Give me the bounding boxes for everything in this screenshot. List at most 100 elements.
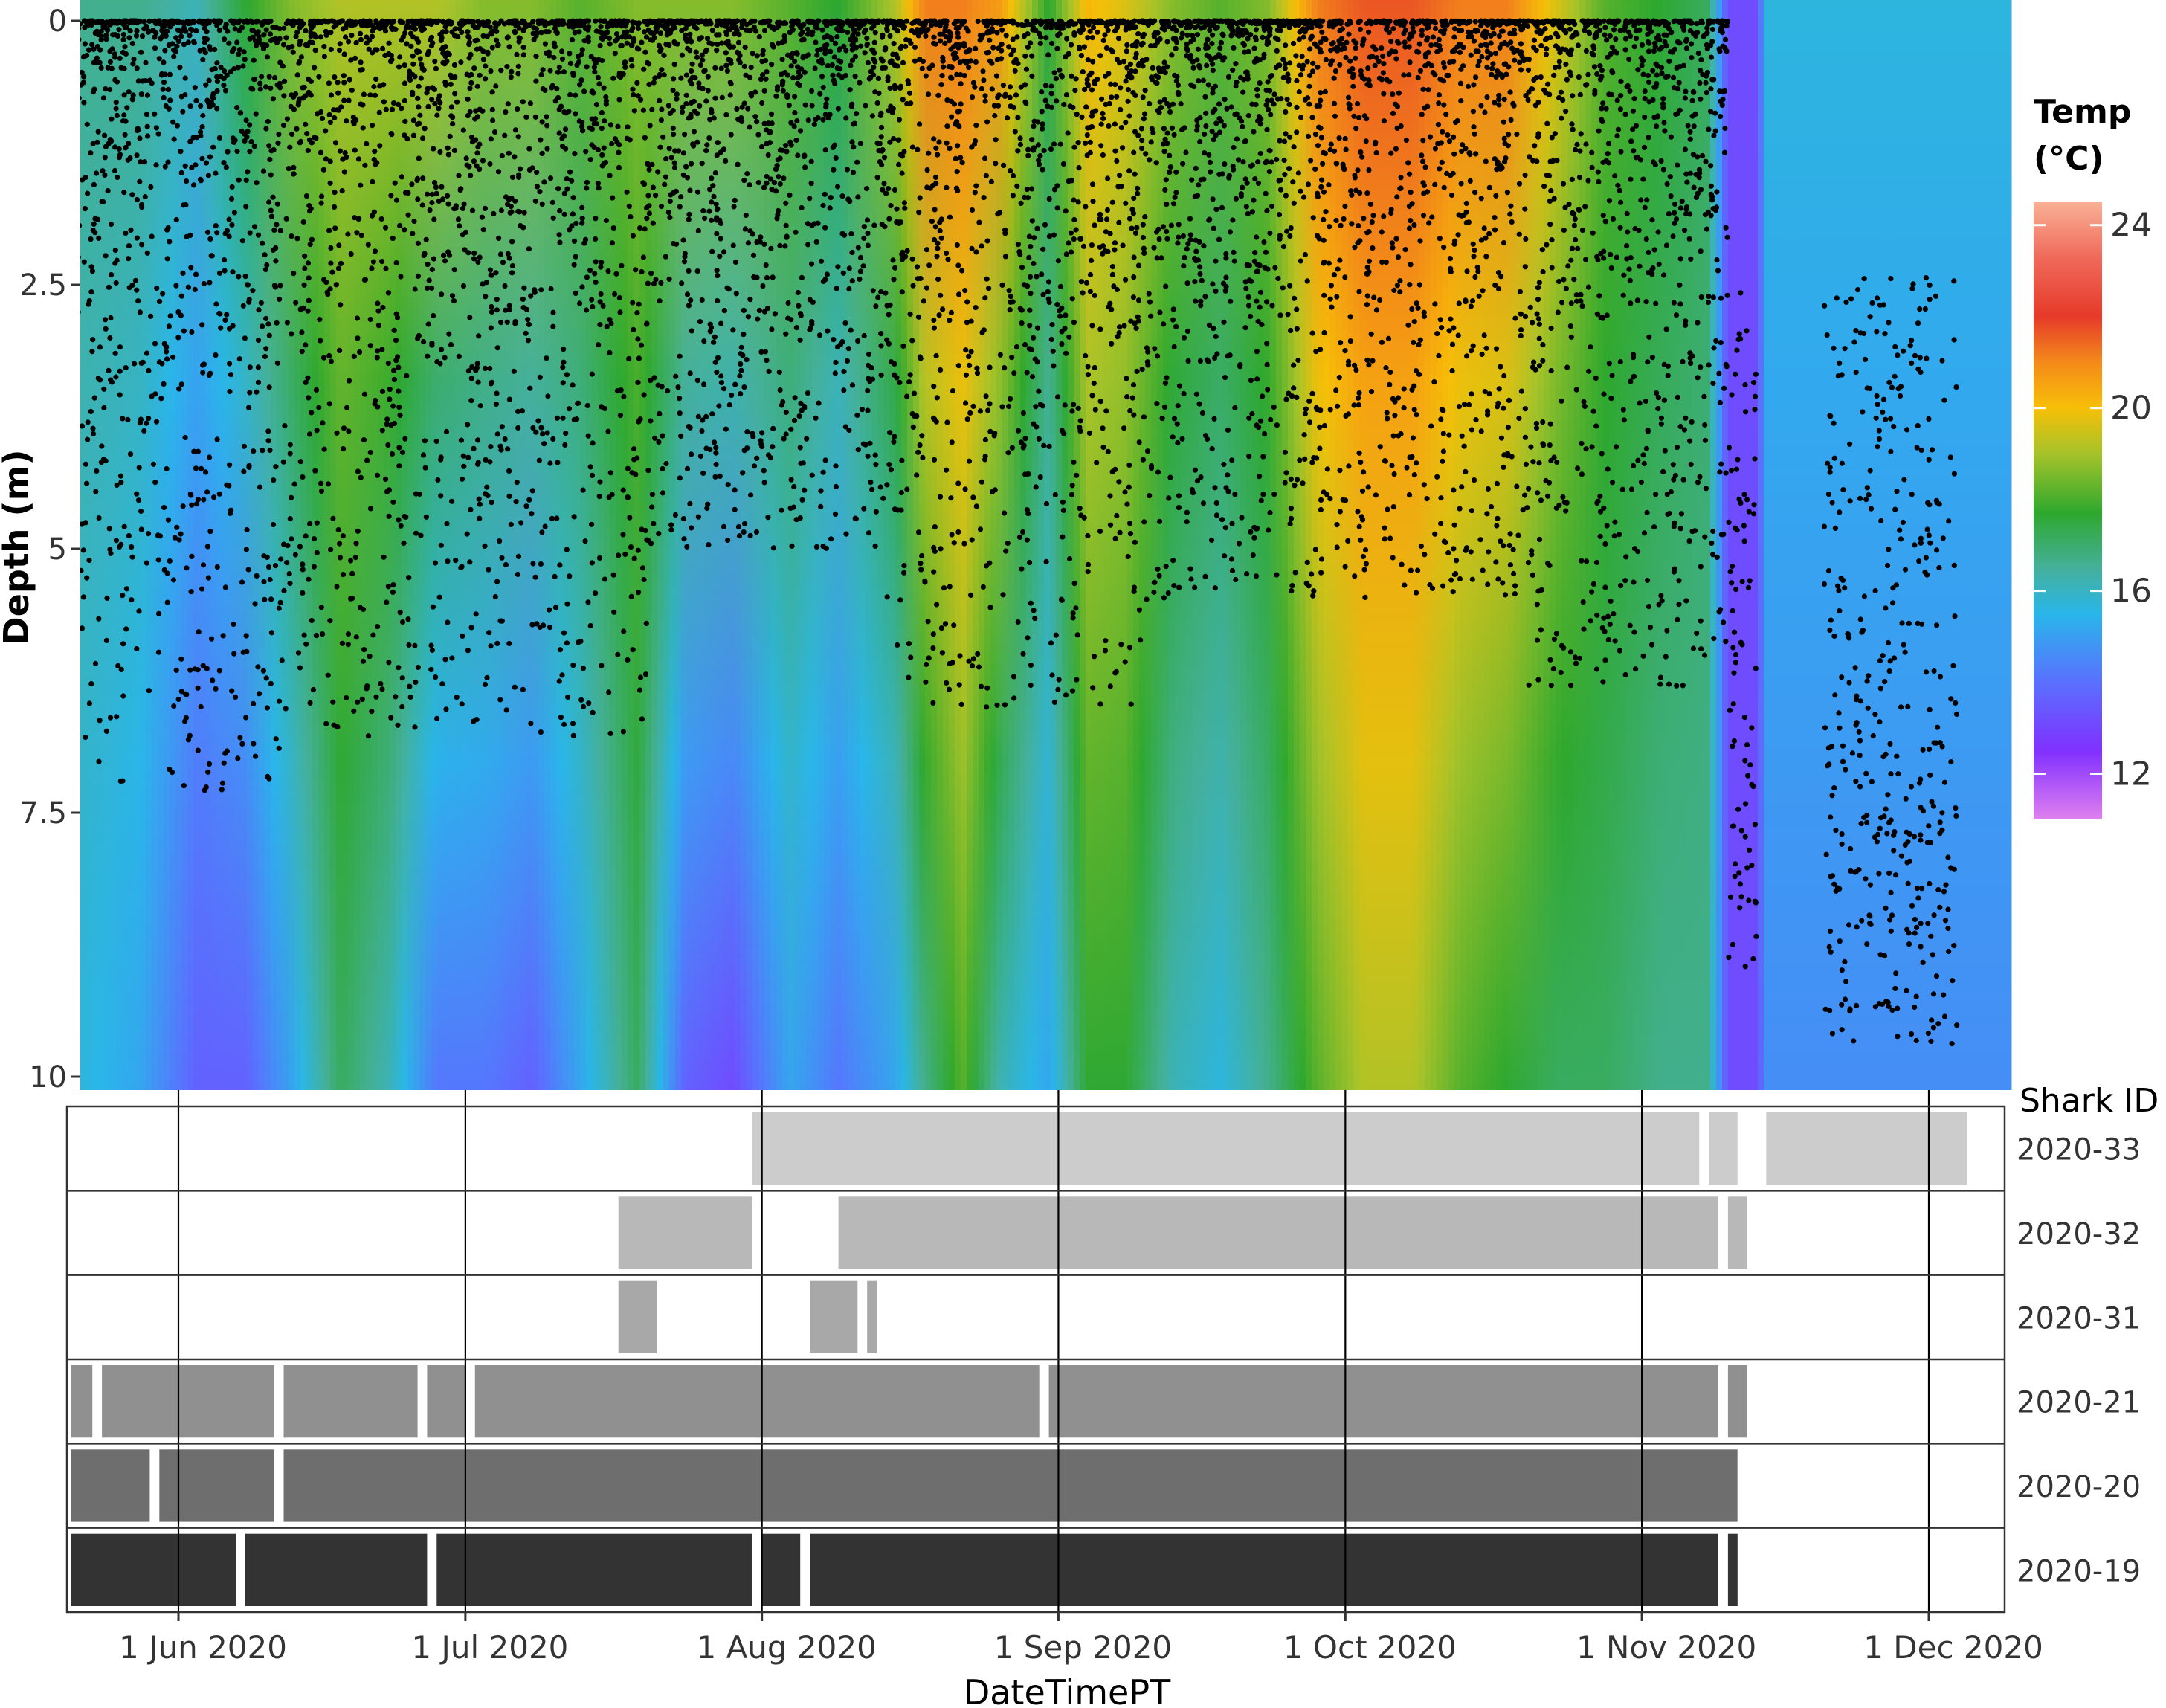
depth-point — [901, 149, 907, 155]
depth-point — [506, 640, 512, 647]
depth-point — [214, 88, 220, 94]
heatmap-column — [955, 0, 961, 1090]
depth-point — [1074, 112, 1080, 117]
heatmap-column — [1698, 0, 1705, 1090]
depth-point — [265, 118, 271, 125]
depth-point — [374, 472, 381, 478]
depth-point — [250, 19, 256, 25]
depth-point — [779, 507, 784, 513]
depth-point — [349, 33, 355, 39]
heatmap-column — [419, 0, 426, 1090]
depth-point — [232, 26, 238, 32]
depth-point — [185, 284, 191, 290]
depth-point — [1134, 225, 1140, 231]
depth-point — [945, 257, 951, 262]
depth-point — [683, 164, 689, 170]
depth-point — [534, 621, 540, 627]
depth-point — [973, 249, 979, 255]
heatmap-column — [1062, 0, 1069, 1090]
heatmap-column — [776, 0, 783, 1090]
depth-point — [407, 24, 413, 30]
heatmap-column — [990, 0, 997, 1090]
depth-point — [712, 65, 718, 71]
depth-point — [682, 132, 688, 138]
depth-point — [794, 117, 800, 124]
depth-point — [444, 521, 450, 526]
depth-point — [272, 74, 278, 81]
depth-point — [639, 526, 645, 532]
heatmap-column — [687, 0, 694, 1090]
depth-point — [863, 18, 868, 24]
depth-point — [318, 149, 323, 155]
depth-point — [728, 132, 734, 138]
depth-point — [429, 200, 435, 206]
heatmap-column — [848, 0, 854, 1090]
depth-point — [714, 152, 720, 158]
depth-point — [728, 81, 734, 87]
depth-point — [1112, 247, 1118, 253]
depth-point — [393, 358, 399, 364]
depth-point — [433, 438, 439, 445]
depth-point — [904, 486, 910, 492]
depth-point — [46, 511, 51, 516]
depth-point — [949, 439, 955, 445]
depth-point — [788, 317, 794, 323]
depth-point — [564, 601, 570, 607]
depth-point — [979, 243, 984, 249]
depth-point — [561, 133, 567, 139]
depth-point — [181, 328, 187, 334]
depth-point — [199, 586, 205, 592]
depth-point — [52, 257, 57, 262]
depth-point — [702, 215, 708, 222]
depth-point — [569, 37, 576, 43]
depth-point — [218, 325, 224, 331]
heatmap-column — [1413, 0, 1419, 1090]
heatmap-column — [193, 0, 200, 1090]
depth-point — [579, 47, 585, 53]
depth-point — [917, 195, 923, 201]
depth-point — [515, 134, 521, 140]
depth-point — [1003, 548, 1009, 554]
depth-point — [1019, 265, 1025, 271]
depth-point — [435, 477, 441, 483]
depth-point — [948, 309, 954, 315]
depth-point — [301, 632, 307, 638]
heatmap-column — [342, 0, 349, 1090]
depth-point — [116, 27, 122, 33]
depth-point — [1141, 250, 1147, 257]
heatmap-column — [348, 0, 355, 1090]
depth-point — [849, 139, 855, 145]
depth-point — [265, 321, 271, 327]
depth-point — [260, 45, 267, 52]
depth-point — [788, 120, 794, 126]
depth-point — [615, 123, 621, 129]
depth-point — [425, 48, 432, 54]
depth-point — [1098, 143, 1104, 149]
depth-point — [489, 89, 495, 95]
depth-point — [345, 642, 351, 648]
depth-point — [313, 387, 320, 393]
depth-point — [326, 228, 332, 233]
depth-point — [195, 747, 201, 753]
depth-point — [468, 173, 474, 178]
depth-point — [718, 220, 724, 227]
depth-point — [1097, 211, 1103, 217]
depth-point — [332, 140, 339, 146]
depth-point — [845, 346, 851, 352]
depth-point — [424, 90, 430, 96]
depth-point — [753, 28, 759, 34]
depth-point — [782, 243, 788, 249]
depth-point — [935, 152, 941, 158]
depth-point — [601, 85, 607, 91]
depth-point — [335, 526, 341, 533]
depth-point — [813, 544, 819, 550]
depth-point — [376, 109, 382, 115]
depth-point — [503, 109, 509, 115]
depth-point — [123, 25, 129, 30]
depth-point — [1115, 184, 1121, 190]
depth-point — [797, 128, 804, 134]
depth-point — [628, 57, 634, 62]
heatmap-column — [1401, 0, 1408, 1090]
depth-point — [793, 137, 799, 144]
depth-point — [1129, 395, 1135, 401]
